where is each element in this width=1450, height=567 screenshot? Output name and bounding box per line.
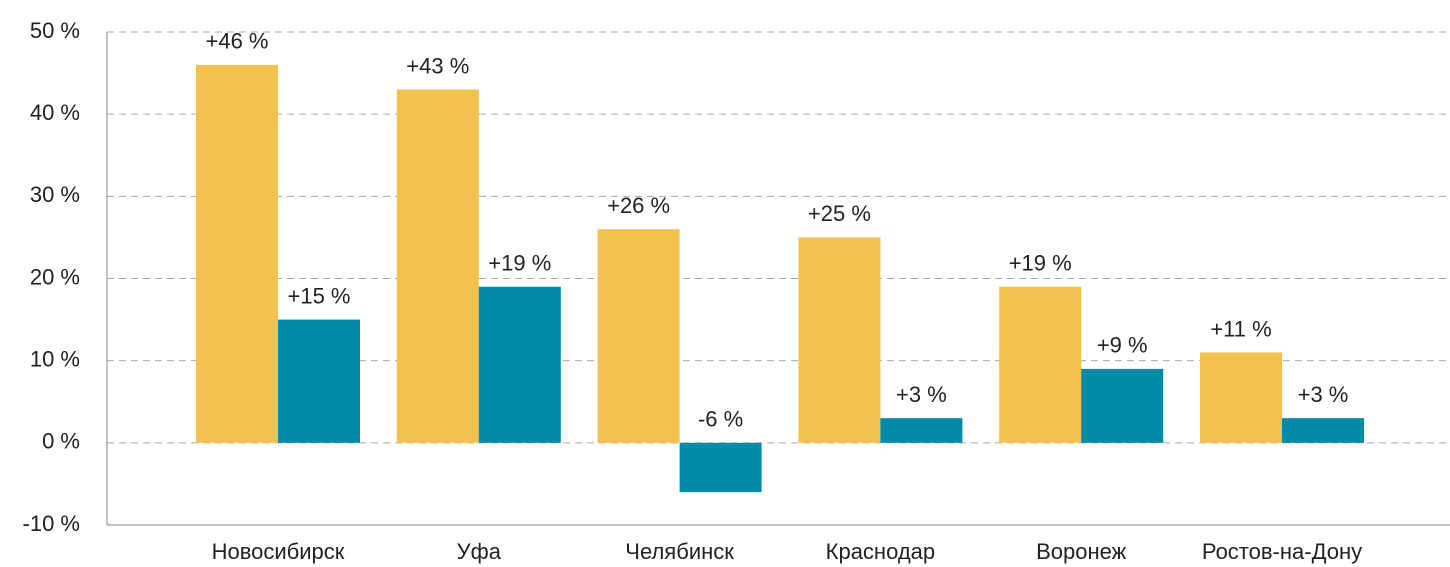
- bar: [880, 418, 963, 443]
- value-label: +19 %: [1009, 251, 1072, 276]
- bar: [597, 229, 680, 443]
- value-label: +9 %: [1097, 333, 1148, 358]
- bar: [798, 237, 881, 443]
- value-label: +3 %: [1298, 382, 1349, 407]
- x-tick-label: Новосибирск: [212, 539, 345, 564]
- x-tick-label: Уфа: [457, 539, 502, 564]
- x-tick-label: Ростов-на-Дону: [1202, 539, 1362, 564]
- value-label: +19 %: [488, 251, 551, 276]
- y-tick-label: 10 %: [30, 346, 80, 371]
- y-tick-label: 30 %: [30, 182, 80, 207]
- value-label: +46 %: [206, 29, 269, 54]
- value-label: +11 %: [1210, 316, 1271, 341]
- bar: [1282, 418, 1364, 443]
- bar: [396, 89, 479, 443]
- bar: [196, 64, 278, 443]
- x-tick-label: Краснодар: [826, 539, 936, 564]
- value-label: +25 %: [808, 201, 871, 226]
- value-label: +15 %: [288, 283, 351, 308]
- bar: [1200, 352, 1282, 443]
- value-label: -6 %: [698, 407, 743, 432]
- y-tick-label: 50 %: [30, 18, 80, 43]
- bar: [679, 442, 762, 493]
- value-label: +43 %: [406, 53, 469, 78]
- bar: [999, 286, 1082, 443]
- bar: [1081, 368, 1164, 443]
- bar: [278, 319, 360, 443]
- y-tick-label: 0 %: [42, 429, 80, 454]
- x-tick-label: Воронеж: [1036, 539, 1127, 564]
- x-tick-label: Челябинск: [625, 539, 734, 564]
- y-tick-label: 20 %: [30, 264, 80, 289]
- value-label: +3 %: [896, 382, 947, 407]
- y-tick-label: 40 %: [30, 100, 80, 125]
- y-tick-label: -10 %: [23, 511, 80, 536]
- bar: [478, 286, 561, 443]
- value-label: +26 %: [607, 193, 670, 218]
